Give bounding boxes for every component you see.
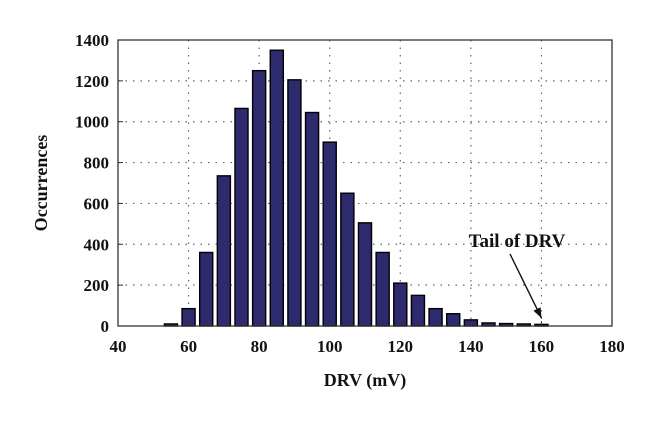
- x-tick-labels: 40 60 80 100 120 140 160 180: [110, 321, 625, 356]
- x-tick-label: 100: [317, 337, 343, 356]
- histogram-bar: [251, 69, 267, 327]
- y-tick-label: 0: [101, 317, 110, 336]
- histogram-bar: [428, 307, 443, 327]
- x-tick-label: 80: [251, 337, 268, 356]
- histogram-bar: [410, 294, 426, 327]
- histogram-bar: [304, 111, 320, 327]
- tail-annotation: Tail of DRV: [469, 231, 566, 319]
- x-tick-label: 40: [110, 337, 127, 356]
- annotation-label: Tail of DRV: [469, 231, 566, 252]
- histogram-bar: [287, 79, 302, 327]
- x-tick-label: 120: [388, 337, 414, 356]
- histogram-bar: [234, 107, 249, 327]
- x-tick-label: 160: [529, 337, 555, 356]
- y-tick-label: 1400: [75, 31, 109, 50]
- annotation-arrow-head: [533, 307, 542, 318]
- y-axis-label: Occurrences: [31, 135, 51, 232]
- y-tick-label: 400: [84, 235, 110, 254]
- y-tick-label: 200: [84, 276, 110, 295]
- histogram-bar: [198, 251, 214, 327]
- y-tick-labels: 0 200 400 600 800 1000 1200 1400: [75, 31, 123, 336]
- x-tick-label: 60: [180, 337, 197, 356]
- x-axis-label: DRV (mV): [324, 370, 407, 391]
- histogram-bar: [375, 251, 390, 327]
- annotation-arrow-line: [509, 253, 543, 319]
- histogram-bar: [445, 313, 461, 327]
- histogram-bar: [357, 222, 373, 327]
- x-tick-label: 140: [458, 337, 484, 356]
- y-tick-label: 1000: [75, 113, 109, 132]
- histogram-bar: [269, 49, 285, 327]
- histogram-bar: [393, 282, 408, 327]
- histogram-bar: [340, 192, 355, 327]
- y-tick-label: 800: [84, 154, 110, 173]
- histogram-bar: [216, 175, 232, 327]
- plot-frame: [117, 39, 613, 327]
- x-tick-label: 180: [599, 337, 625, 356]
- y-tick-label: 1200: [75, 72, 109, 91]
- y-tick-label: 600: [84, 194, 110, 213]
- histogram-bar: [322, 141, 337, 327]
